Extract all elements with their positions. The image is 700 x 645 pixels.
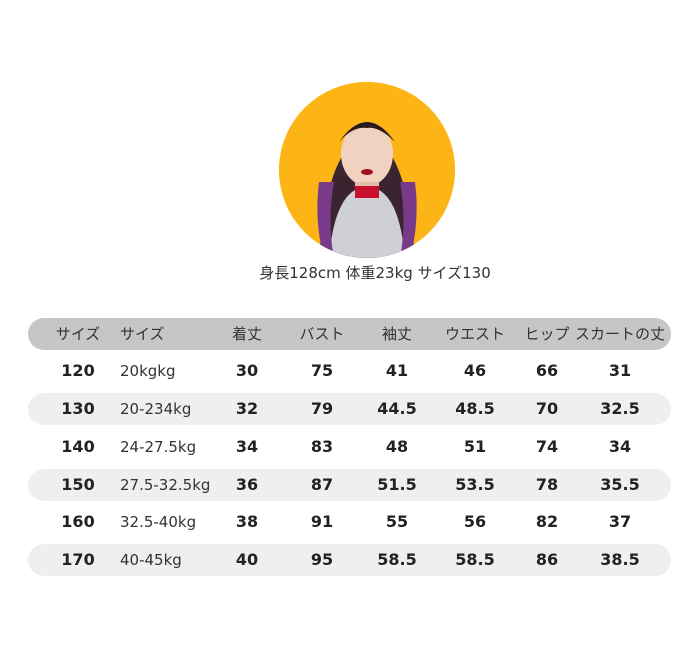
table-cell: 31 (608, 361, 632, 380)
table-cell: 40-45kg (120, 551, 182, 569)
table-cell: 41 (385, 361, 409, 380)
table-cell: 58.5 (455, 550, 495, 569)
table-row: 120 20kgkg 30 75 41 46 66 31 (28, 355, 671, 387)
table-cell: 32.5 (600, 399, 640, 418)
table-row: 130 20-234kg 32 79 44.5 48.5 70 32.5 (28, 393, 671, 425)
table-cell: 160 (61, 512, 95, 531)
table-cell: 20kgkg (120, 362, 176, 380)
table-cell: 37 (608, 512, 632, 531)
table-cell: 34 (235, 437, 259, 456)
table-cell: 46 (463, 361, 487, 380)
table-cell: 20-234kg (120, 400, 192, 418)
table-cell: 79 (310, 399, 334, 418)
column-header: 袖丈 (381, 325, 413, 343)
table-cell: 91 (310, 512, 334, 531)
table-cell: 120 (61, 361, 95, 380)
table-cell: 56 (463, 512, 487, 531)
table-cell: 38 (235, 512, 259, 531)
table-cell: 48 (385, 437, 409, 456)
column-header: ウエスト (444, 325, 506, 343)
table-cell: 66 (535, 361, 559, 380)
table-cell: 130 (61, 399, 95, 418)
column-header: バスト (299, 325, 345, 343)
table-row: 150 27.5-32.5kg 36 87 51.5 53.5 78 35.5 (28, 469, 671, 501)
table-cell: 51 (463, 437, 487, 456)
table-cell: 95 (310, 550, 334, 569)
table-cell: 32 (235, 399, 259, 418)
table-cell: 34 (608, 437, 632, 456)
table-cell: 87 (310, 475, 334, 494)
model-photo (279, 82, 455, 258)
table-cell: 70 (535, 399, 559, 418)
table-cell: 82 (535, 512, 559, 531)
column-header: サイズ (55, 325, 101, 343)
table-cell: 51.5 (377, 475, 417, 494)
table-row: 160 32.5-40kg 38 91 55 56 82 37 (28, 506, 671, 538)
table-row: 140 24-27.5kg 34 83 48 51 74 34 (28, 431, 671, 463)
table-cell: 32.5-40kg (120, 513, 197, 531)
table-cell: 27.5-32.5kg (120, 476, 211, 494)
table-cell: 78 (535, 475, 559, 494)
table-cell: 40 (235, 550, 259, 569)
column-header: サイズ (120, 325, 165, 343)
table-cell: 48.5 (455, 399, 495, 418)
table-cell: 140 (61, 437, 95, 456)
table-cell: 150 (61, 475, 95, 494)
column-header: ヒップ (524, 325, 570, 343)
table-cell: 36 (235, 475, 259, 494)
table-cell: 83 (310, 437, 334, 456)
table-cell: 30 (235, 361, 259, 380)
table-cell: 24-27.5kg (120, 438, 197, 456)
table-cell: 86 (535, 550, 559, 569)
table-cell: 38.5 (600, 550, 640, 569)
column-header: 着丈 (231, 325, 263, 343)
table-cell: 75 (310, 361, 334, 380)
column-header: スカートの丈 (574, 325, 666, 343)
table-cell: 58.5 (377, 550, 417, 569)
table-cell: 170 (61, 550, 95, 569)
table-header-row: サイズ サイズ 着丈 バスト 袖丈 ウエスト ヒップ スカートの丈 (28, 318, 671, 350)
table-row: 170 40-45kg 40 95 58.5 58.5 86 38.5 (28, 544, 671, 576)
table-cell: 55 (385, 512, 409, 531)
table-cell: 44.5 (377, 399, 417, 418)
table-cell: 35.5 (600, 475, 640, 494)
model-portrait-image (279, 82, 455, 258)
model-caption: 身長128cm 体重23kg サイズ130 (259, 264, 491, 282)
table-cell: 53.5 (455, 475, 495, 494)
table-cell: 74 (535, 437, 559, 456)
